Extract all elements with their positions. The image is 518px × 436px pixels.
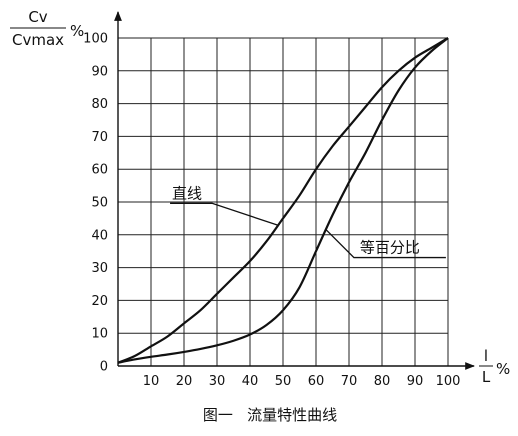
x-axis-label: l L % [479,347,510,386]
y-tick-label: 60 [91,163,108,178]
x-tick-labels: 10 20 30 40 50 60 70 80 90 100 [143,374,461,389]
y-axis-label-numerator: Cv [28,8,47,26]
x-tick-label: 30 [209,374,226,389]
y-axis-label-unit: % [70,22,84,40]
grid [117,37,449,367]
y-tick-label: 30 [91,261,108,276]
annotation-leader-line [170,202,279,226]
x-tick-label: 90 [407,374,424,389]
linear-label: 直线 [172,184,202,202]
y-tick-label: 20 [91,294,108,309]
x-tick-label: 50 [275,374,292,389]
y-tick-labels: 0 10 20 30 40 50 60 70 80 90 100 [83,32,108,375]
x-axis-label-unit: % [496,360,510,378]
y-tick-label: 90 [91,64,108,79]
x-tick-label: 20 [176,374,193,389]
x-axis-label-denominator: L [482,368,491,386]
axes [114,11,475,370]
y-tick-label: 100 [83,32,108,47]
annotation-leader-line [325,229,446,259]
chart-caption: 图一 流量特性曲线 [203,406,337,424]
y-tick-label: 0 [100,360,108,375]
y-tick-label: 40 [91,228,108,243]
series-lines [117,37,449,364]
y-tick-label: 70 [91,130,108,145]
x-tick-label: 70 [341,374,358,389]
y-tick-label: 10 [91,327,108,342]
equal-percentage-label: 等百分比 [360,239,420,257]
x-tick-label: 10 [143,374,160,389]
y-tick-label: 80 [91,97,108,112]
x-axis-label-numerator: l [484,347,488,365]
x-tick-label: 60 [308,374,325,389]
y-tick-label: 50 [91,196,108,211]
y-axis-label: Cv Cvmax % [10,8,84,49]
x-tick-label: 40 [242,374,259,389]
y-axis-label-denominator: Cvmax [12,31,64,49]
linear-characteristic-curve [117,37,449,364]
x-tick-label: 80 [374,374,391,389]
equal-percentage-characteristic-curve [117,37,449,364]
x-tick-label: 100 [436,374,461,389]
